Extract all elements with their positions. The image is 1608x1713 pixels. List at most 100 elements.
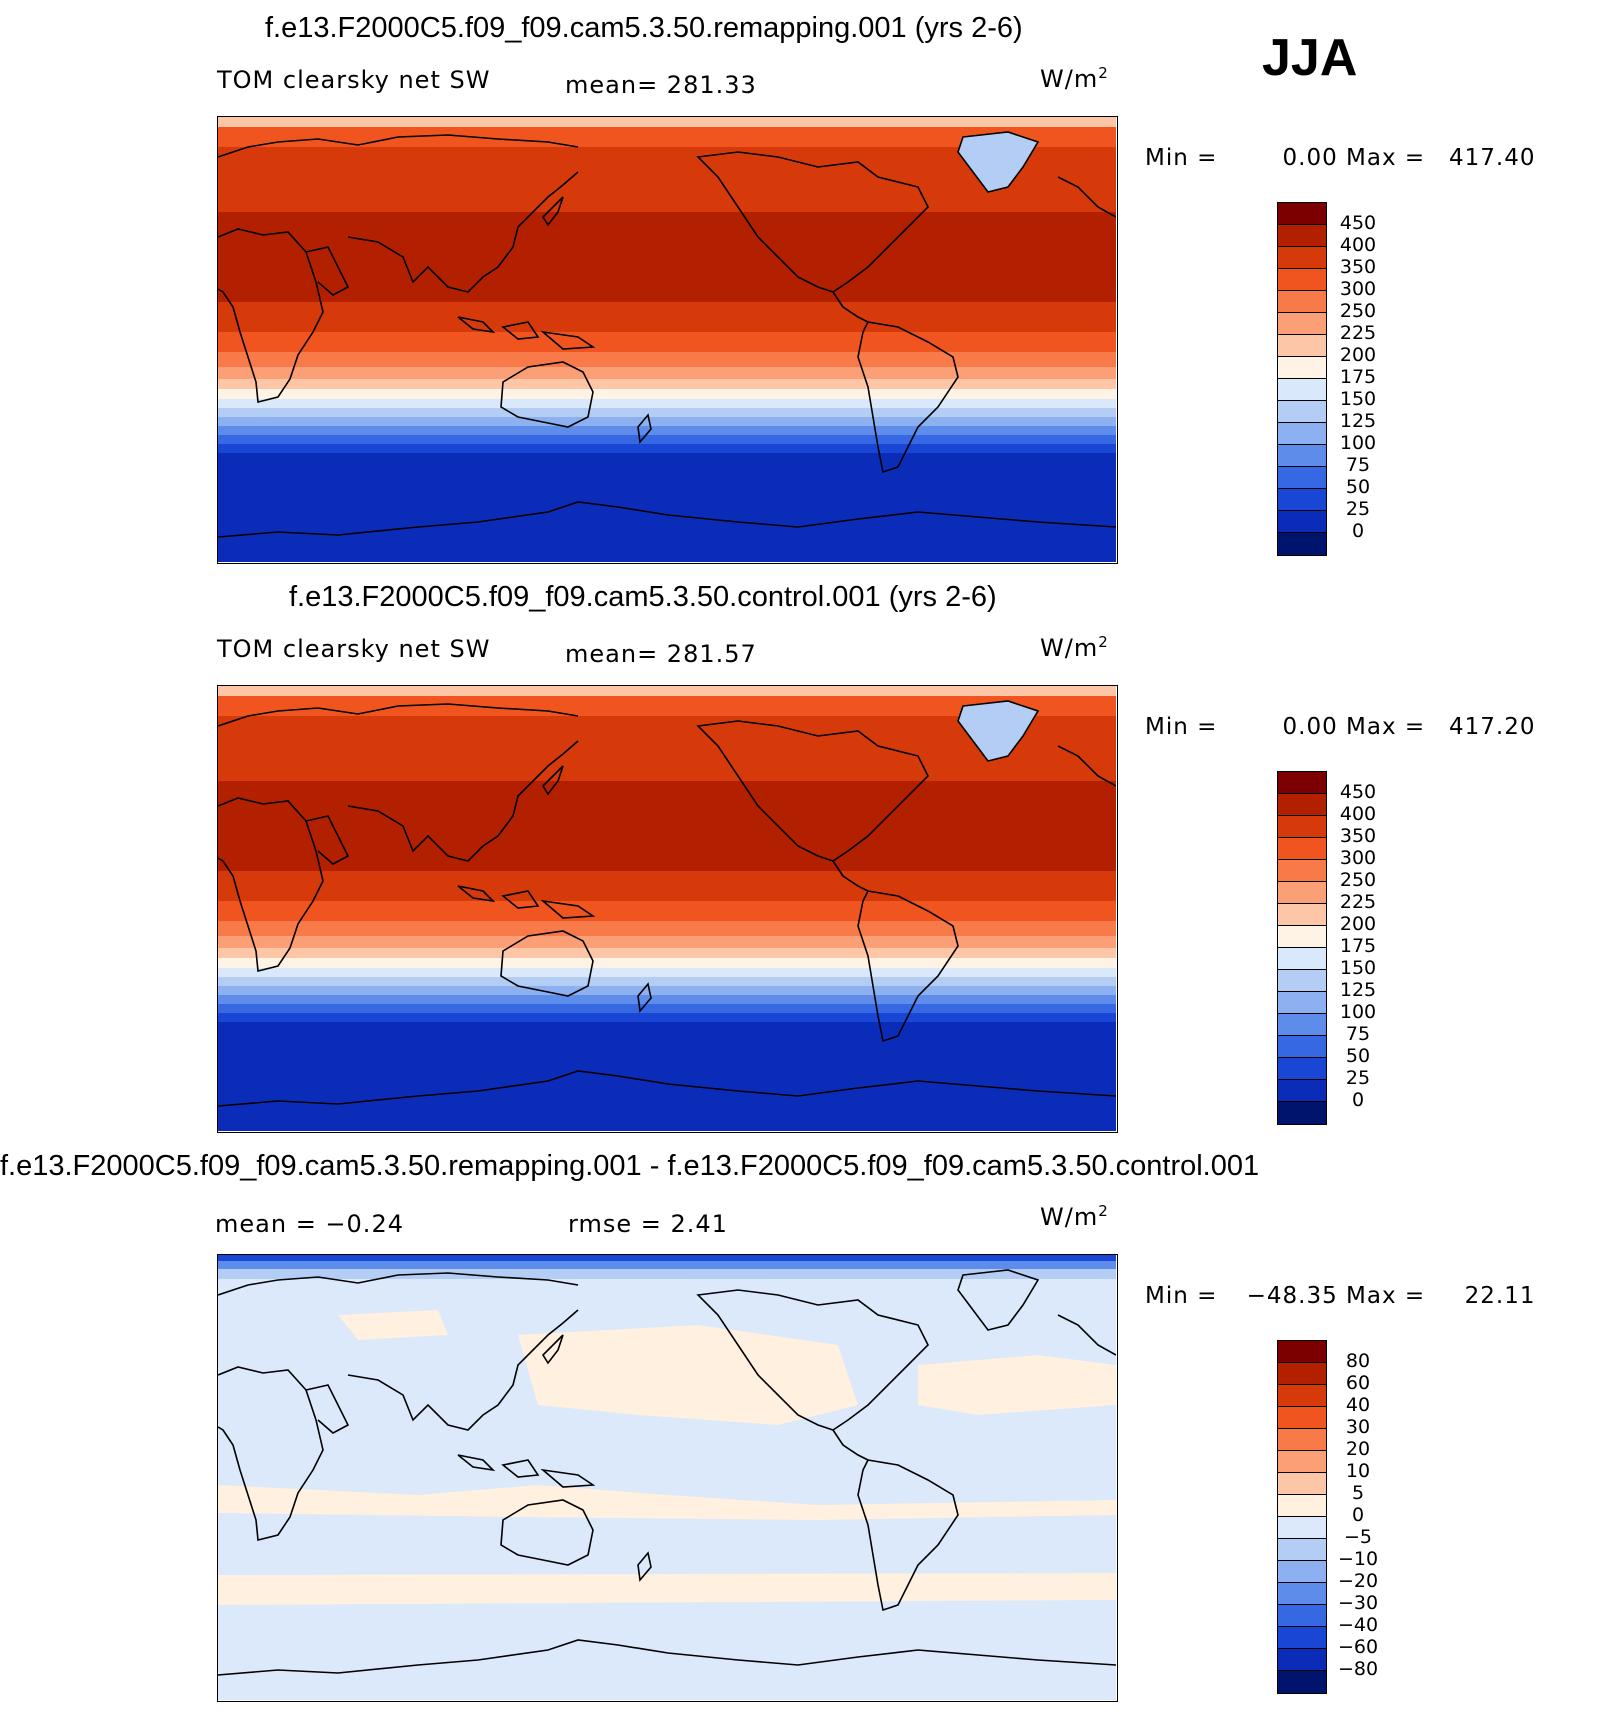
panel-1-variable-label: TOM clearsky net SW — [217, 66, 491, 94]
colorbar-cell — [1278, 1429, 1326, 1451]
colorbar-tick-label: 200 — [1339, 344, 1377, 366]
panel-3-colorbar — [1277, 1340, 1327, 1694]
coastline — [696, 1289, 929, 1431]
colorbar-cell — [1278, 247, 1326, 269]
field-patch — [218, 1485, 1116, 1520]
field-band — [218, 444, 1116, 453]
field-band — [218, 379, 1116, 389]
map-field — [218, 117, 1116, 562]
colorbar-tick-label: 5 — [1351, 1482, 1365, 1504]
field-band — [218, 921, 1116, 936]
coastline — [1057, 745, 1116, 787]
field-band — [218, 212, 1116, 302]
colorbar-tick-label: 300 — [1339, 278, 1377, 300]
panel-2-mean-label: mean= 281.57 — [565, 640, 757, 668]
field-band — [218, 1013, 1116, 1022]
colorbar-cell — [1278, 401, 1326, 423]
colorbar-tick-label: 0 — [1351, 1089, 1365, 1111]
coastline — [305, 1384, 350, 1434]
coastline — [696, 720, 929, 862]
field-band — [218, 958, 1116, 968]
field-band — [218, 968, 1116, 977]
coastline — [457, 885, 596, 919]
map-field — [218, 1255, 1116, 1700]
colorbar-cell — [1278, 1495, 1326, 1517]
field-band — [218, 686, 1116, 696]
field-band — [218, 417, 1116, 426]
colorbar-tick-label: 225 — [1339, 891, 1377, 913]
colorbar-tick-label: 450 — [1339, 781, 1377, 803]
panel-2-colorbar — [1277, 771, 1327, 1125]
field-band — [218, 302, 1116, 332]
colorbar-cell — [1278, 1539, 1326, 1561]
colorbar-cell — [1278, 948, 1326, 970]
colorbar-cell — [1278, 533, 1326, 555]
coastline — [500, 930, 594, 997]
greenland-field — [958, 701, 1038, 761]
coastline — [832, 860, 869, 892]
panel-1-mean-label: mean= 281.33 — [565, 71, 757, 99]
colorbar-cell — [1278, 860, 1326, 882]
coastline — [347, 171, 579, 293]
colorbar-cell — [1278, 1102, 1326, 1124]
panel-1-colorbar — [1277, 202, 1327, 556]
colorbar-tick-label: −20 — [1337, 1570, 1379, 1592]
coastline — [218, 228, 324, 404]
colorbar-cell — [1278, 1058, 1326, 1080]
coastline — [857, 1459, 959, 1612]
coastline — [957, 131, 1040, 193]
colorbar-tick-label: 225 — [1339, 322, 1377, 344]
colorbar-tick-label: 80 — [1345, 1350, 1371, 1372]
colorbar-tick-label: 125 — [1339, 410, 1377, 432]
colorbar-cell — [1278, 511, 1326, 533]
colorbar-tick-label: −30 — [1337, 1592, 1379, 1614]
field-band — [218, 426, 1116, 435]
colorbar-cell — [1278, 1451, 1326, 1473]
colorbar-tick-label: 40 — [1345, 1394, 1371, 1416]
colorbar-tick-label: 50 — [1345, 1045, 1371, 1067]
colorbar-cell — [1278, 1080, 1326, 1102]
colorbar-cell — [1278, 203, 1326, 225]
panel-2-units: W/m2 — [1040, 633, 1109, 662]
field-band — [218, 1261, 1116, 1269]
colorbar-tick-label: 10 — [1345, 1460, 1371, 1482]
panel-3-mean-label: mean = −0.24 — [215, 1210, 404, 1238]
colorbar-tick-label: 75 — [1345, 1023, 1371, 1045]
coastline — [857, 890, 959, 1043]
colorbar-tick-label: 175 — [1339, 366, 1377, 388]
coastline — [347, 740, 579, 862]
field-patch — [338, 1310, 448, 1340]
colorbar-cell — [1278, 904, 1326, 926]
panel-2-title: f.e13.F2000C5.f09_f09.cam5.3.50.control.… — [289, 581, 997, 613]
colorbar-tick-label: 60 — [1345, 1372, 1371, 1394]
field-band — [218, 1269, 1116, 1279]
colorbar-cell — [1278, 992, 1326, 1014]
colorbar-tick-label: 25 — [1345, 498, 1371, 520]
field-band — [218, 453, 1116, 562]
coastline — [218, 797, 324, 973]
field-band — [218, 995, 1116, 1004]
colorbar-cell — [1278, 1517, 1326, 1539]
coastline — [832, 1429, 869, 1461]
colorbar-cell — [1278, 445, 1326, 467]
field-band — [218, 127, 1116, 147]
field-band — [218, 1279, 1116, 1287]
colorbar-tick-label: −40 — [1337, 1614, 1379, 1636]
coastline — [541, 765, 564, 796]
field-band — [218, 1022, 1116, 1131]
coastline — [500, 361, 594, 428]
field-band — [218, 367, 1116, 379]
panel-3-min-max: Min = −48.35 Max = 22.11 — [1145, 1283, 1536, 1309]
field-band — [218, 948, 1116, 958]
colorbar-cell — [1278, 1473, 1326, 1495]
coastline — [957, 700, 1040, 762]
colorbar-cell — [1278, 838, 1326, 860]
colorbar-tick-label: 400 — [1339, 234, 1377, 256]
field-band — [218, 696, 1116, 716]
coastline — [1057, 1314, 1116, 1356]
colorbar-cell — [1278, 1407, 1326, 1429]
colorbar-tick-label: 250 — [1339, 300, 1377, 322]
panel-2-variable-label: TOM clearsky net SW — [217, 635, 491, 663]
colorbar-cell — [1278, 1671, 1326, 1693]
field-band — [218, 389, 1116, 399]
